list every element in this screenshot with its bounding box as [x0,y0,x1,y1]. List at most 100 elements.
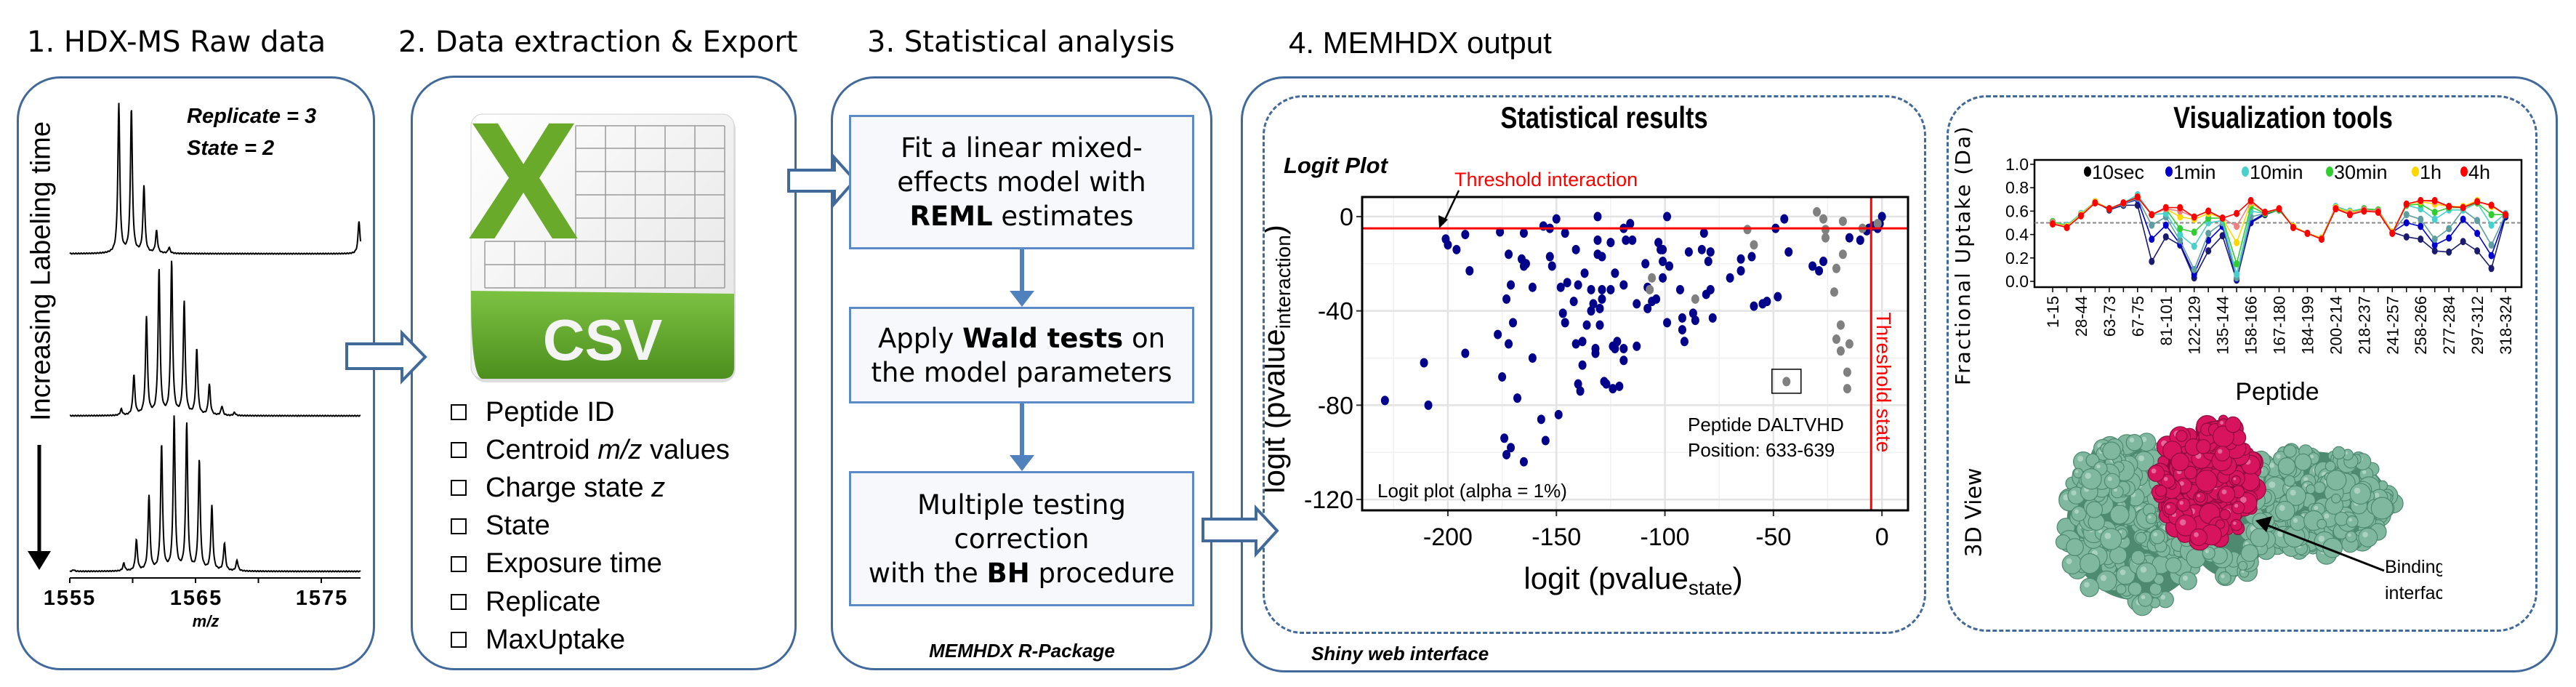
significant-peptide-point[interactable] [1819,257,1828,267]
significant-peptide-point[interactable] [1574,280,1582,290]
significant-peptide-point[interactable] [1521,259,1530,269]
significant-peptide-point[interactable] [1537,414,1545,425]
non-significant-peptide-point[interactable] [1836,320,1845,330]
significant-peptide-point[interactable] [1706,284,1715,294]
significant-peptide-point[interactable] [1815,266,1824,276]
significant-peptide-point[interactable] [1519,228,1528,238]
non-significant-peptide-point[interactable] [1836,346,1845,356]
significant-peptide-point[interactable] [1519,457,1528,467]
significant-peptide-point[interactable] [1678,325,1686,335]
uptake-point[interactable] [2191,228,2197,236]
significant-peptide-point[interactable] [1587,284,1595,294]
non-significant-peptide-point[interactable] [1830,287,1838,297]
uptake-point[interactable] [2431,209,2438,217]
significant-peptide-point[interactable] [1665,261,1674,271]
significant-peptide-point[interactable] [1593,212,1602,222]
uptake-point[interactable] [2050,220,2056,228]
uptake-point[interactable] [2418,236,2424,244]
significant-peptide-point[interactable] [1580,268,1589,278]
significant-peptide-point[interactable] [1591,344,1600,354]
uptake-point[interactable] [2488,252,2495,260]
significant-peptide-point[interactable] [1513,393,1522,403]
uptake-point[interactable] [2234,260,2240,268]
uptake-point[interactable] [2234,270,2240,278]
significant-peptide-point[interactable] [1659,273,1667,283]
uptake-point[interactable] [2077,212,2084,220]
significant-peptide-point[interactable] [1619,355,1628,366]
significant-peptide-point[interactable] [1528,282,1537,292]
significant-peptide-point[interactable] [1706,247,1715,257]
uptake-point[interactable] [2177,204,2183,212]
non-significant-peptide-point[interactable] [1691,294,1699,304]
uptake-point[interactable] [2418,215,2424,223]
significant-peptide-point[interactable] [1582,320,1591,330]
significant-peptide-point[interactable] [1598,294,1606,304]
uptake-point[interactable] [2234,209,2240,217]
uptake-point[interactable] [2474,229,2481,237]
uptake-point[interactable] [2503,211,2509,219]
significant-peptide-point[interactable] [1576,386,1585,396]
uptake-point[interactable] [2191,265,2197,273]
uptake-point[interactable] [2106,205,2112,213]
significant-peptide-point[interactable] [1633,341,1641,351]
significant-peptide-point[interactable] [1424,400,1433,410]
uptake-point[interactable] [2304,229,2311,237]
uptake-point[interactable] [2375,209,2381,217]
non-significant-peptide-point[interactable] [1648,273,1657,283]
significant-peptide-point[interactable] [1554,409,1563,419]
uptake-point[interactable] [2219,214,2226,222]
uptake-point[interactable] [2276,205,2282,213]
non-significant-peptide-point[interactable] [1832,263,1840,273]
uptake-point[interactable] [2460,238,2466,246]
significant-peptide-point[interactable] [1626,219,1635,229]
uptake-point[interactable] [2120,199,2127,207]
uptake-point[interactable] [2191,242,2197,250]
uptake-point[interactable] [2149,211,2155,219]
significant-peptide-point[interactable] [1541,435,1550,446]
significant-peptide-point[interactable] [1699,228,1708,238]
significant-peptide-point[interactable] [1697,244,1706,254]
uptake-point[interactable] [2149,257,2155,265]
significant-peptide-point[interactable] [1726,273,1734,283]
uptake-point[interactable] [2460,215,2466,223]
significant-peptide-point[interactable] [1452,244,1461,254]
significant-peptide-point[interactable] [1619,344,1628,354]
non-significant-peptide-point[interactable] [1843,384,1851,394]
non-significant-peptide-point[interactable] [1750,240,1758,250]
uptake-point[interactable] [2488,201,2495,209]
significant-peptide-point[interactable] [1808,261,1817,271]
uptake-point[interactable] [2418,222,2424,230]
non-significant-peptide-point[interactable] [1838,249,1847,260]
significant-peptide-point[interactable] [1505,339,1513,349]
uptake-point[interactable] [2177,225,2183,233]
non-significant-peptide-point[interactable] [1782,377,1791,387]
significant-peptide-point[interactable] [1747,252,1756,262]
significant-peptide-point[interactable] [1461,348,1470,358]
uptake-point[interactable] [2162,233,2169,241]
significant-peptide-point[interactable] [1877,212,1886,222]
uptake-point[interactable] [2361,207,2367,215]
significant-peptide-point[interactable] [1595,320,1604,330]
uptake-point[interactable] [2431,247,2438,255]
uptake-point[interactable] [2474,247,2481,255]
significant-peptide-point[interactable] [1633,299,1641,309]
uptake-point[interactable] [2191,213,2197,221]
significant-peptide-point[interactable] [1622,235,1630,245]
significant-peptide-point[interactable] [1736,266,1745,276]
uptake-point[interactable] [2431,215,2438,223]
significant-peptide-point[interactable] [1704,257,1712,267]
significant-peptide-point[interactable] [1845,233,1853,243]
significant-peptide-point[interactable] [1578,360,1587,370]
uptake-point[interactable] [2403,219,2410,227]
uptake-point[interactable] [2162,221,2169,229]
significant-peptide-point[interactable] [1502,449,1511,459]
significant-peptide-point[interactable] [1556,282,1565,292]
significant-peptide-point[interactable] [1619,280,1628,290]
significant-peptide-point[interactable] [1763,297,1771,307]
uptake-point[interactable] [2446,234,2452,242]
significant-peptide-point[interactable] [1571,244,1580,254]
uptake-point[interactable] [2474,217,2481,225]
significant-peptide-point[interactable] [1545,252,1554,262]
non-significant-peptide-point[interactable] [1822,233,1830,243]
uptake-point[interactable] [2177,213,2183,221]
